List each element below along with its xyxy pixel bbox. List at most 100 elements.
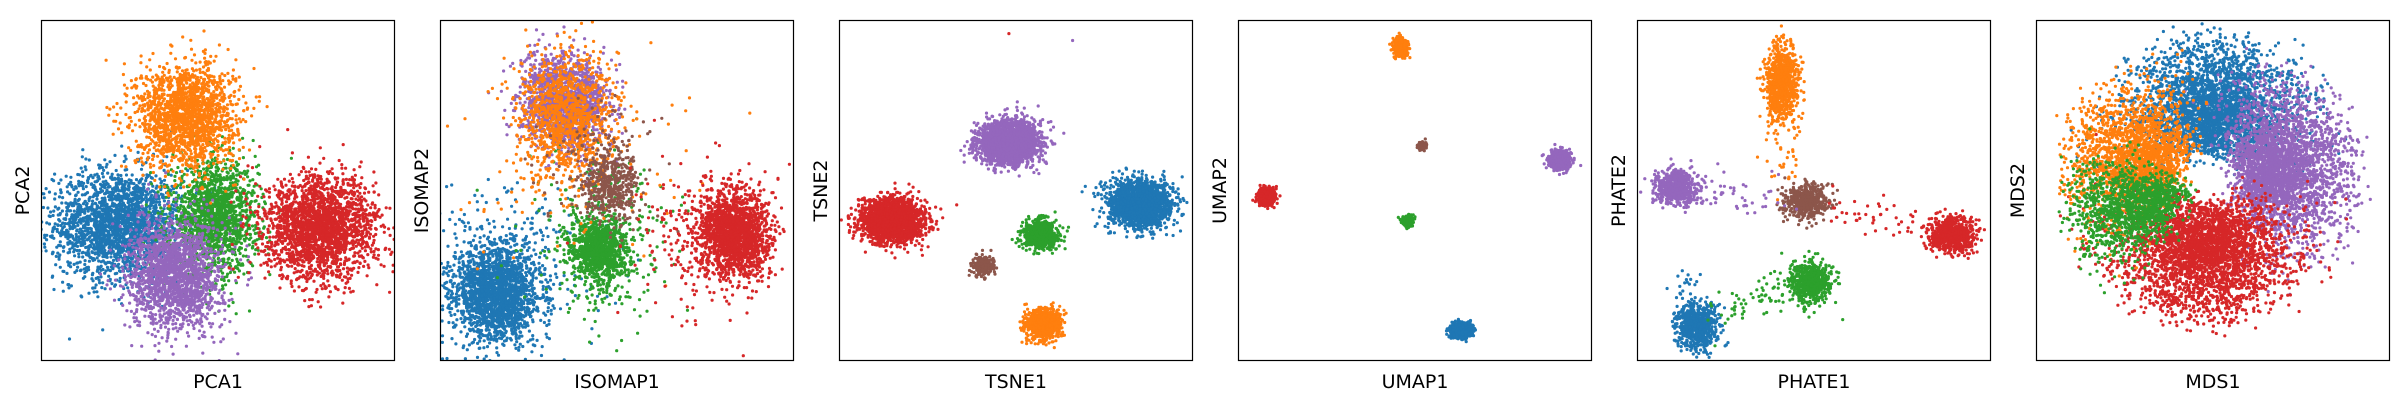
orange-point xyxy=(119,164,124,168)
blue-point xyxy=(45,238,49,242)
green-point xyxy=(223,214,227,218)
blue-point xyxy=(43,233,47,237)
blue-point xyxy=(77,239,81,243)
blue-point xyxy=(70,204,75,208)
blue-point xyxy=(91,271,95,275)
blue-point xyxy=(57,257,61,261)
green-point xyxy=(235,235,239,239)
green-point xyxy=(193,228,197,232)
green-point xyxy=(250,193,254,197)
green-point xyxy=(218,182,222,187)
orange-point xyxy=(234,77,238,81)
blue-point xyxy=(98,206,102,210)
green-point xyxy=(149,171,153,175)
orange-point xyxy=(144,83,148,88)
orange-point xyxy=(212,90,216,94)
blue-point xyxy=(98,245,102,249)
green-point xyxy=(243,239,247,243)
blue-point xyxy=(102,235,106,239)
blue-point xyxy=(60,209,64,213)
blue-point xyxy=(83,193,87,197)
blue-point xyxy=(99,260,103,264)
orange-point xyxy=(122,62,126,66)
blue-point xyxy=(52,209,56,213)
blue-point xyxy=(113,153,117,157)
green-point xyxy=(228,261,232,266)
green-point xyxy=(205,168,209,172)
blue-point xyxy=(61,226,65,230)
green-point xyxy=(206,196,210,200)
blue-point xyxy=(161,195,165,199)
blue-point xyxy=(83,241,87,245)
blue-point xyxy=(32,270,35,273)
green-point xyxy=(181,205,186,209)
orange-point xyxy=(189,157,193,162)
blue-point xyxy=(115,271,119,275)
blue-point xyxy=(87,291,91,295)
blue-point xyxy=(74,201,78,205)
blue-point xyxy=(121,202,125,206)
blue-point xyxy=(72,216,76,220)
blue-point xyxy=(131,264,135,268)
orange-point xyxy=(212,162,216,166)
blue-point xyxy=(91,185,95,189)
blue-point xyxy=(66,222,70,226)
blue-point xyxy=(78,181,82,185)
orange-point xyxy=(257,99,261,103)
orange-point xyxy=(118,121,122,125)
green-point xyxy=(207,190,211,194)
blue-point xyxy=(116,204,120,208)
orange-point xyxy=(224,189,228,193)
green-point xyxy=(220,186,224,190)
blue-point xyxy=(23,273,26,276)
blue-point xyxy=(100,196,104,200)
blue-point xyxy=(15,281,18,284)
blue-point xyxy=(116,177,120,181)
blue-point xyxy=(57,195,62,199)
green-point xyxy=(202,191,206,195)
blue-point xyxy=(162,178,167,182)
blue-point xyxy=(123,194,127,198)
blue-point xyxy=(75,229,79,233)
orange-point xyxy=(139,74,143,78)
blue-point xyxy=(118,254,122,258)
blue-point xyxy=(115,224,119,228)
blue-point xyxy=(96,210,100,214)
blue-point xyxy=(118,279,122,284)
blue-point xyxy=(112,244,116,248)
blue-point xyxy=(130,181,134,185)
blue-point xyxy=(169,173,173,177)
blue-point xyxy=(134,178,139,182)
green-point xyxy=(202,167,206,171)
blue-point xyxy=(100,171,104,176)
orange-point xyxy=(137,107,141,111)
blue-point xyxy=(81,224,86,228)
blue-point xyxy=(60,229,64,233)
green-point xyxy=(173,179,177,183)
green-point xyxy=(236,179,240,183)
green-point xyxy=(235,213,239,217)
green-point xyxy=(231,146,235,150)
blue-point xyxy=(83,259,87,263)
orange-point xyxy=(190,58,194,62)
blue-point xyxy=(54,254,58,258)
green-point xyxy=(212,174,216,178)
green-point xyxy=(220,200,224,204)
green-point xyxy=(244,236,248,240)
blue-point xyxy=(84,157,88,161)
green-point xyxy=(245,229,249,233)
green-point xyxy=(217,185,221,189)
orange-point xyxy=(193,159,197,163)
blue-point xyxy=(81,238,85,242)
blue-point xyxy=(66,283,70,287)
orange-point xyxy=(228,99,232,103)
blue-point xyxy=(93,173,97,177)
blue-point xyxy=(46,206,50,210)
green-point xyxy=(248,215,252,219)
blue-point xyxy=(104,179,108,183)
orange-point xyxy=(187,73,191,77)
blue-point xyxy=(75,244,80,248)
blue-point xyxy=(81,170,85,174)
blue-point xyxy=(126,218,130,222)
blue-point xyxy=(117,298,121,302)
